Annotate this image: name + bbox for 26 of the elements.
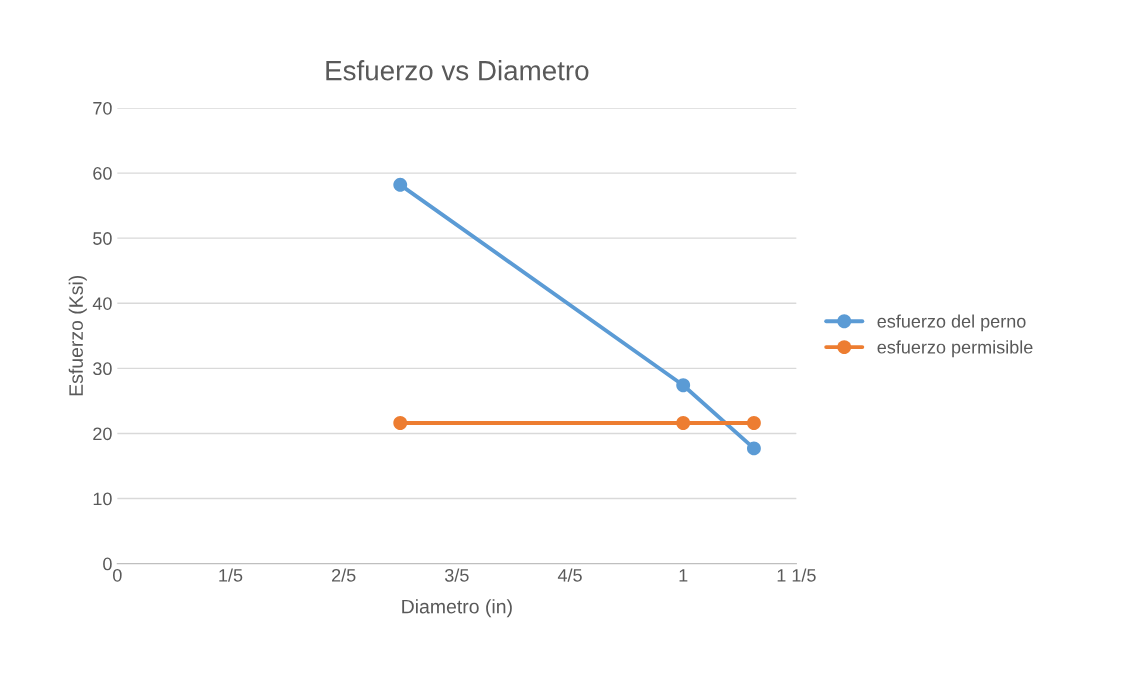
x-tick-label: 3/5 (444, 568, 469, 582)
point (393, 416, 408, 430)
y-tick-label: 40 (92, 297, 112, 310)
x-tick-label: 2/5 (332, 568, 356, 582)
x-tick-label: 1/5 (219, 568, 243, 582)
legend-label: esfuerzo permisible (877, 340, 1033, 358)
x-axis-title: Diametro (in) (402, 599, 512, 618)
chart-title: Esfuerzo vs Diametro (326, 60, 589, 81)
point (393, 177, 408, 192)
legend-label: esfuerzo del perno (877, 314, 1026, 332)
y-tick-label: 20 (93, 427, 112, 441)
y-tick-label: 0 (103, 557, 112, 571)
point (746, 416, 761, 430)
x-tick-label: 1 1/5 (777, 568, 816, 582)
y-tick-label: 10 (93, 492, 112, 506)
point (676, 378, 691, 393)
x-tick-label: 0 (113, 568, 122, 582)
y-tick-label: 60 (93, 167, 112, 180)
point (746, 441, 761, 456)
y-tick-label: 30 (93, 362, 112, 376)
x-tick-label: 1 (679, 569, 688, 582)
y-axis-title: Esfuerzo (Ksi) (68, 275, 87, 396)
y-tick-label: 70 (93, 101, 112, 115)
x-tick-label: 4/5 (557, 568, 582, 582)
y-tick-label: 50 (93, 232, 112, 245)
point (676, 416, 691, 430)
